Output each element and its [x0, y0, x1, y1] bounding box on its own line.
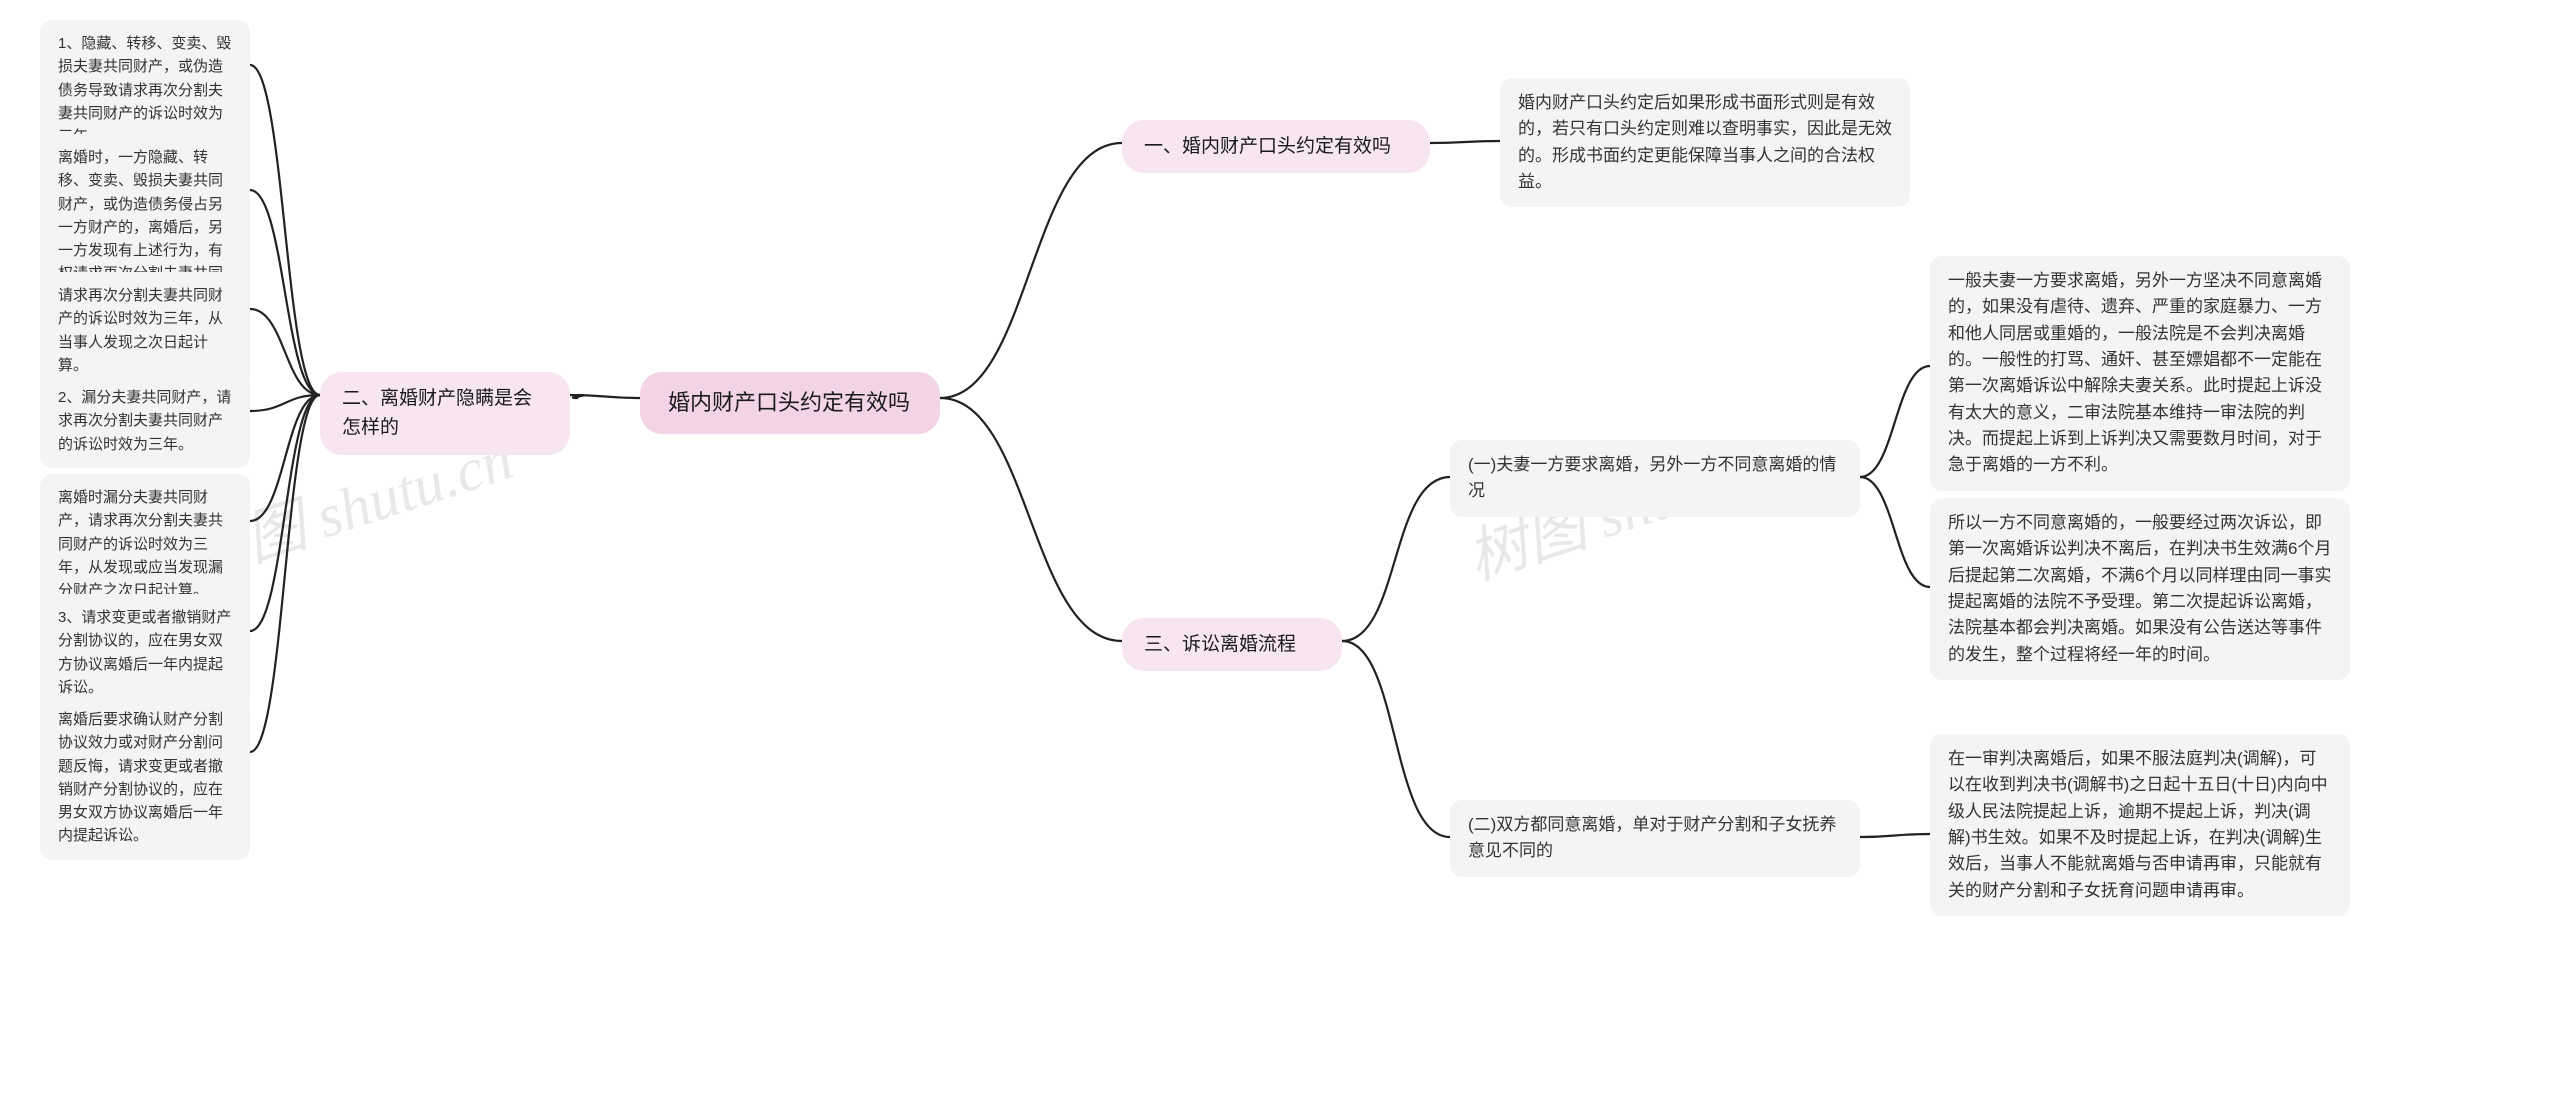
branch-2-leaf-4: 2、漏分夫妻共同财产，请求再次分割夫妻共同财产的诉讼时效为三年。: [40, 374, 250, 468]
branch-2-leaf-3: 请求再次分割夫妻共同财产的诉讼时效为三年，从当事人发现之次日起计算。: [40, 272, 250, 389]
branch-1: 一、婚内财产口头约定有效吗: [1122, 120, 1430, 173]
branch-3: 三、诉讼离婚流程: [1122, 618, 1342, 671]
branch-3-sub-1-leaf-2: 所以一方不同意离婚的，一般要经过两次诉讼，即第一次离婚诉讼判决不离后，在判决书生…: [1930, 498, 2350, 680]
root-node: 婚内财产口头约定有效吗: [640, 372, 940, 434]
branch-3-sub-2: (二)双方都同意离婚，单对于财产分割和子女抚养意见不同的: [1450, 800, 1860, 877]
branch-3-sub-2-leaf-1: 在一审判决离婚后，如果不服法庭判决(调解)，可以在收到判决书(调解书)之日起十五…: [1930, 734, 2350, 916]
branch-2-leaf-6: 3、请求变更或者撤销财产分割协议的，应在男女双方协议离婚后一年内提起诉讼。: [40, 594, 250, 711]
branch-2: 二、离婚财产隐瞒是会怎样的: [320, 372, 570, 455]
branch-3-sub-1-leaf-1: 一般夫妻一方要求离婚，另外一方坚决不同意离婚的，如果没有虐待、遗弃、严重的家庭暴…: [1930, 256, 2350, 491]
branch-2-leaf-7: 离婚后要求确认财产分割协议效力或对财产分割问题反悔，请求变更或者撤销财产分割协议…: [40, 696, 250, 860]
branch-1-leaf-1: 婚内财产口头约定后如果形成书面形式则是有效的，若只有口头约定则难以查明事实，因此…: [1500, 78, 1910, 207]
branch-3-sub-1: (一)夫妻一方要求离婚，另外一方不同意离婚的情况: [1450, 440, 1860, 517]
